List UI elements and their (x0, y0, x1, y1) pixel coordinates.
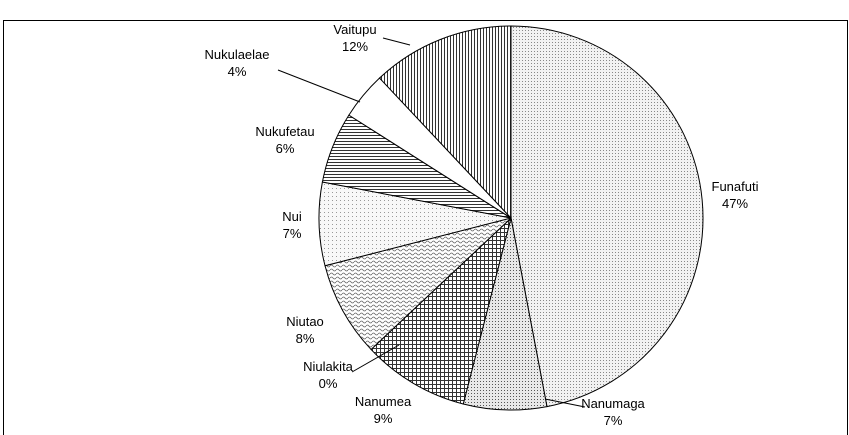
pie-slice (510, 25, 704, 408)
pie-slice (324, 217, 512, 351)
slice-label: Nukulaelae (204, 47, 269, 62)
leader-line (544, 398, 586, 408)
pie-slice (370, 216, 512, 405)
value-label: 9% (374, 411, 393, 426)
value-label: 4% (228, 64, 247, 79)
leader-line (382, 37, 411, 46)
slice-label: Nui (282, 209, 302, 224)
slice-label: Funafuti (712, 179, 759, 194)
value-label: 0% (319, 376, 338, 391)
slice-label: Niulakita (303, 359, 354, 374)
slice-label: Niutao (286, 314, 324, 329)
leader-line (351, 344, 400, 373)
slice-label: Vaitupu (333, 22, 376, 37)
pie-slice (378, 25, 512, 220)
value-label: 7% (604, 413, 623, 428)
value-label: 47% (722, 196, 748, 211)
slice-label: Nukufetau (255, 124, 314, 139)
leader-line (277, 69, 361, 103)
value-label: 8% (296, 331, 315, 346)
slice-label: Nanumaga (581, 396, 645, 411)
slice-label: Nanumea (355, 394, 412, 409)
value-label: 12% (342, 39, 368, 54)
value-label: 7% (283, 226, 302, 241)
chart-frame (3, 20, 848, 435)
value-label: 6% (276, 141, 295, 156)
